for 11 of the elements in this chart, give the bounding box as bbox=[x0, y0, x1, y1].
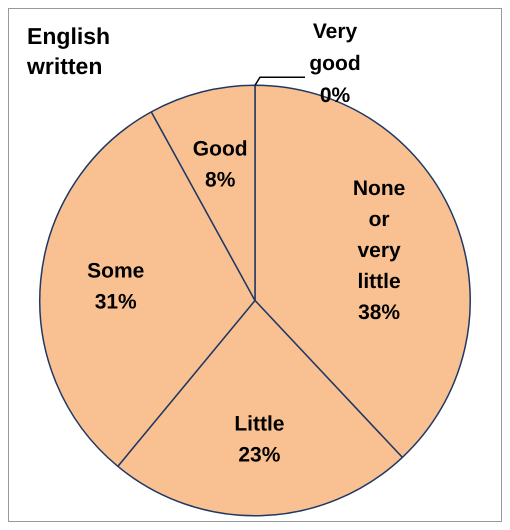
slice-label: Good bbox=[192, 137, 248, 160]
chart-title: English written bbox=[27, 22, 112, 81]
category-label: Very good bbox=[309, 20, 361, 76]
slice-label: Little bbox=[234, 412, 284, 436]
data-label: 38% bbox=[358, 301, 400, 324]
text: 0% bbox=[320, 84, 350, 108]
slice-label: None or very little bbox=[352, 177, 406, 294]
slice-label: Some bbox=[87, 260, 144, 283]
data-label: 23% bbox=[238, 444, 281, 467]
data-label: 31% bbox=[94, 290, 138, 314]
data-label: 8% bbox=[205, 168, 236, 192]
